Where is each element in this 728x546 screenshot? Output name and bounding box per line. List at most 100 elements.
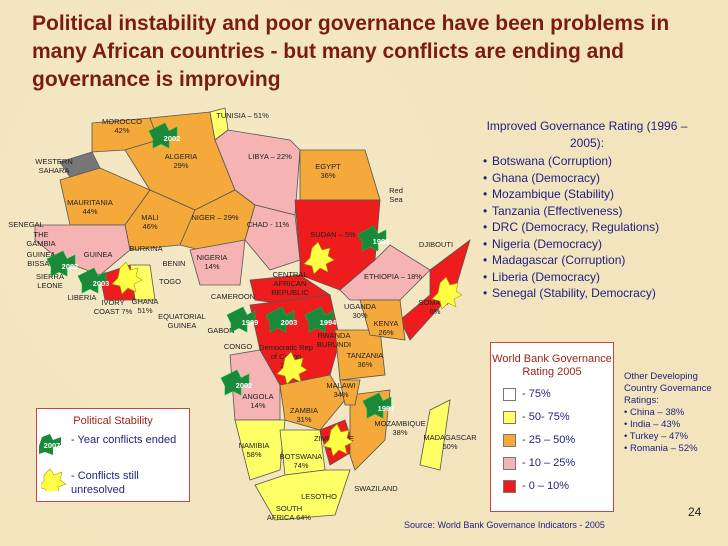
badge-year: 1994 [319, 318, 337, 327]
governance-item: Botswana (Corruption) [482, 153, 702, 170]
label-mali: MALI 46% [141, 213, 159, 231]
country-tanzania [334, 329, 386, 381]
label-rwanda-burundi: RWANDA BURUNDI [316, 331, 352, 349]
governance-improvements: Improved Governance Rating (1996 – 2005)… [482, 118, 702, 302]
badge-year: 1999 [241, 318, 259, 327]
governance-item: DRC (Democracy, Regulations) [482, 219, 702, 236]
legend-label: - 50- 75% [522, 411, 570, 423]
label-malawi: MALAWI 34% [326, 381, 356, 399]
country-somalia [399, 238, 471, 341]
conflict-unresolved-icon [41, 468, 67, 491]
conflict-ended-icon [304, 306, 334, 333]
label-equatorial-guinea: EQUATORIAL GUINEA [158, 312, 206, 330]
other-item: • Turkey – 47% [624, 431, 689, 442]
label-madagascar: MADAGASCAR 50% [423, 433, 477, 451]
stability-unresolved-label: - Conflicts still unresolved [71, 470, 139, 496]
legend-swatch [503, 387, 516, 401]
conflict-ended-icon [77, 267, 107, 294]
label-morocco: MOROCCO 42% [102, 117, 142, 135]
conflict-ended-icon [148, 122, 178, 149]
governance-item: Ghana (Democracy) [482, 170, 702, 187]
label-kenya: KENYA 26% [373, 319, 399, 337]
label-south-africa: SOUTH AFRICA 64% [266, 504, 312, 522]
country-madagascar [419, 399, 451, 471]
other-item: • India – 43% [624, 419, 681, 430]
legend-title: World Bank Governance Rating 2005 [492, 353, 612, 378]
legend-row: - 25 – 50% [503, 432, 613, 448]
label-mozambique: MOZAMBIQUE 38% [374, 419, 426, 437]
governance-item: Senegal (Stability, Democracy) [482, 285, 702, 302]
legend-row: - 75% [503, 386, 613, 402]
other-countries: Other Developing Country Governance Rati… [624, 371, 728, 455]
label-mauritania: MAURITANIA 44% [67, 198, 113, 216]
stability-title: Political Stability [73, 415, 153, 427]
legend-row: - 0 – 10% [503, 478, 613, 494]
label-benin: BENIN [162, 259, 186, 268]
legend-swatch [503, 433, 516, 447]
label-somalia: SOMALIA 0% [418, 298, 452, 316]
label-zambia: ZAMBIA 31% [290, 406, 318, 424]
other-item: • China – 38% [624, 407, 685, 418]
label-congo: CONGO [223, 342, 253, 351]
label-ivory-coast: IVORY COAST 7% [93, 298, 133, 316]
country-malawi [339, 379, 361, 406]
conflict-unresolved-icon [276, 351, 308, 385]
label-car: CENTRAL AFRICAN REPUBLIC [271, 270, 309, 297]
country-chad [244, 204, 301, 271]
badge-year: 2002 [235, 381, 253, 390]
other-item: • Romania – 52% [624, 443, 698, 454]
legend-swatch [503, 456, 516, 470]
conflict-unresolved-icon [303, 241, 335, 275]
governance-item: Mozambique (Stability) [482, 186, 702, 203]
label-togo: TOGO [159, 277, 181, 286]
label-algeria: ALGERIA 29% [164, 152, 198, 170]
label-guinea: GUINEA [83, 250, 113, 259]
badge-year: 2003 [92, 279, 110, 288]
label-egypt: EGYPT 36% [315, 162, 341, 180]
label-lesotho: LESOTHO [301, 492, 337, 501]
label-sierra-leone: SIERRA LEONE [36, 272, 64, 290]
label-burkina: BURKINA [129, 244, 163, 253]
conflict-ended-icon [265, 306, 295, 333]
label-ghana: GHANA 51% [131, 297, 159, 315]
label-nigeria: NIGERIA 14% [196, 253, 228, 271]
legend-swatch [503, 479, 516, 493]
label-sudan: SUDAN – 5% [310, 230, 356, 239]
country-namibia [234, 419, 286, 481]
country-angola [229, 349, 281, 421]
label-libya: LIBYA – 22% [248, 152, 292, 161]
page-number: 24 [688, 505, 702, 519]
governance-item: Tanzania (Effectiveness) [482, 203, 702, 220]
label-djibouti: DJIBOUTI [418, 240, 454, 249]
legend-row: - 10 – 25% [503, 455, 613, 471]
governance-legend: World Bank Governance Rating 2005 - 75% … [490, 342, 614, 512]
label-chad: CHAD - 11% [246, 220, 290, 229]
other-title: Other Developing Country Governance Rati… [624, 371, 712, 406]
conflict-unresolved-icon [431, 276, 463, 310]
badge-ended [46, 122, 392, 419]
source-note: Source: World Bank Governance Indicators… [404, 520, 605, 530]
conflict-ended-icon [220, 369, 250, 396]
label-ethiopia: ETHIOPIA – 18% [364, 272, 422, 281]
label-niger: NIGER – 29% [191, 213, 239, 222]
conflict-ended-icon [46, 250, 76, 277]
conflict-unresolved-icon [111, 261, 143, 295]
badge-year: 2003 [280, 318, 298, 327]
slide-title: Political instability and poor governanc… [32, 12, 670, 91]
label-gambia: THE GAMBIA [26, 230, 56, 248]
label-swaziland: SWAZILAND [354, 484, 398, 493]
stability-ended-label: - Year conflicts ended [71, 434, 177, 446]
conflict-ended-icon [39, 434, 61, 455]
label-tanzania: TANZANIA 36% [346, 351, 384, 369]
governance-heading: Improved Governance Rating (1996 – 2005)… [486, 119, 688, 150]
legend-label: - 75% [522, 388, 551, 400]
label-red-sea: Red Sea [389, 186, 403, 204]
conflict-unresolved-icon [322, 423, 354, 457]
conflict-ended-icon [226, 306, 256, 333]
stability-legend: Political Stability 2007 - Year conflict… [36, 408, 190, 502]
governance-item: Madagascar (Corruption) [482, 252, 702, 269]
label-guinea-bissau: GUINEA BISSAU [26, 250, 56, 268]
badge-year: 2007 [43, 441, 61, 450]
legend-label: - 25 – 50% [522, 434, 576, 446]
